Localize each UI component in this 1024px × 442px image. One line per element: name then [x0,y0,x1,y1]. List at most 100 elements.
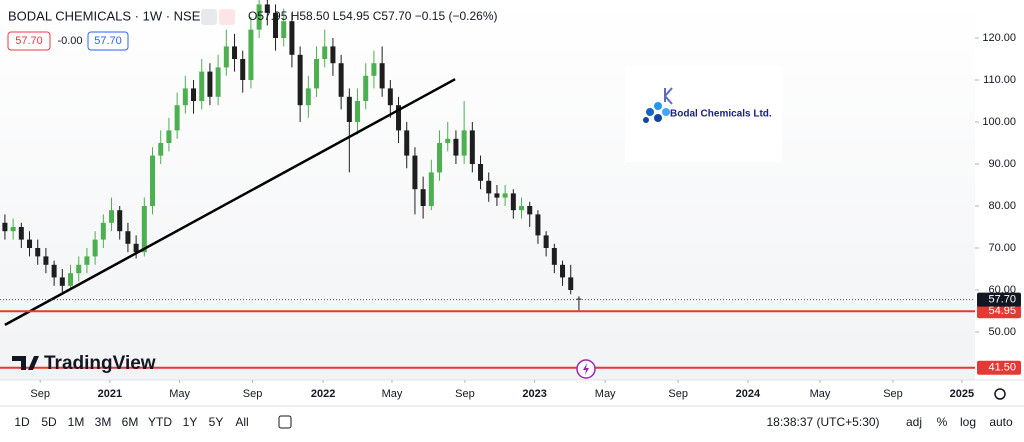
candle-body [117,210,123,232]
x-tick-label: Sep [30,388,50,400]
candle-body [314,59,320,89]
candle-body [437,143,443,173]
candle-body [2,222,8,232]
candle-body [387,88,393,106]
change-text: -0.00 [57,35,82,47]
option-button[interactable]: log [960,415,976,429]
option-button[interactable]: adj [906,415,922,429]
candle-body [256,4,262,30]
candle-body [453,138,459,156]
candle-body [35,247,41,257]
option-button[interactable]: auto [989,415,1013,429]
trend-line [4,78,456,326]
x-tick-label: Sep [668,388,688,400]
range-button[interactable]: 1D [14,415,30,429]
compare-icon[interactable] [201,9,217,25]
candle-body [68,273,74,286]
candle-body [568,277,574,290]
x-tick-label: May [382,388,403,400]
range-button[interactable]: 1M [68,415,85,429]
candle-body [576,298,582,300]
candle-body [535,214,541,236]
candle-body [478,164,484,181]
candle-body [461,130,467,156]
candle-body [486,180,492,194]
candle-body [273,12,279,39]
candle-body [396,105,402,131]
candle-body [199,71,205,102]
price-label: 54.95 [988,305,1016,317]
candle-body [412,155,418,190]
candle-body [174,105,180,131]
y-tick-label: 70.00 [988,242,1016,254]
range-button[interactable]: 5D [41,415,57,429]
price-label: 41.50 [988,362,1016,374]
y-tick-label: 90.00 [988,158,1016,170]
symbol-title[interactable]: BODAL CHEMICALS · 1W · NSE [8,8,201,23]
candle-body [379,63,385,89]
last-price-label: 57.70 [988,294,1016,306]
logo-company: Bodal Chemicals Ltd. [670,109,772,120]
candle-body [43,256,49,265]
candle-body [428,172,434,207]
candle-body [10,227,16,232]
candle-body [551,247,557,265]
range-button[interactable]: All [235,415,248,429]
range-button[interactable]: YTD [148,415,172,429]
plot [0,0,975,369]
candle-body [519,206,525,211]
candle-body [240,59,246,81]
range-button[interactable]: 5Y [209,415,224,429]
last-price-box [977,292,1021,307]
price-box-2 [87,31,129,51]
candle-body [76,264,82,274]
candle-body [191,88,197,102]
option-button[interactable]: % [937,415,948,429]
candle-body [109,210,115,223]
y-tick-label: 120.00 [982,32,1016,44]
range-button[interactable]: 3M [95,415,112,429]
candle-body [281,21,287,39]
candle-body [100,222,106,240]
candle-body [322,46,328,60]
candle-body [527,206,533,215]
candle-body [502,193,508,198]
y-tick-label: 50.00 [988,326,1016,338]
y-tick-label: 110.00 [983,74,1016,86]
indicator-icon[interactable] [219,9,235,25]
range-button[interactable]: 1Y [183,415,198,429]
candle-body [330,46,336,64]
candle-body [141,206,147,253]
x-tick-label: 2021 [98,388,122,400]
candle-body [182,88,188,106]
clock[interactable]: 18:38:37 (UTC+5:30) [766,415,879,429]
candle-body [363,75,369,102]
candle-body [215,67,221,97]
candle-body [207,71,213,97]
price-label-box [977,304,1021,319]
candle-body [150,155,156,207]
candle-body [338,63,344,97]
candle-body [92,239,98,257]
range-button[interactable]: 6M [122,415,139,429]
x-tick-label: 2024 [736,388,761,400]
candle-body [494,193,500,198]
price-box [7,31,51,51]
date-range-icon[interactable] [278,415,292,429]
price-box-2-text: 57.70 [94,35,122,47]
settings-icon[interactable] [994,388,1006,400]
candle-body [232,46,238,60]
x-tick-label: May [595,388,616,400]
y-tick-label: 100.00 [982,116,1016,128]
candle-body [51,264,57,278]
candle-body [355,101,361,123]
candle-body [289,21,295,55]
candle-body [223,46,229,68]
candle-body [158,143,164,156]
candle-body [18,227,24,240]
candle-body [248,29,254,81]
x-tick-label: Sep [243,388,263,400]
candle-body [59,277,65,286]
candle-body [264,4,270,13]
candle-body [371,63,377,76]
